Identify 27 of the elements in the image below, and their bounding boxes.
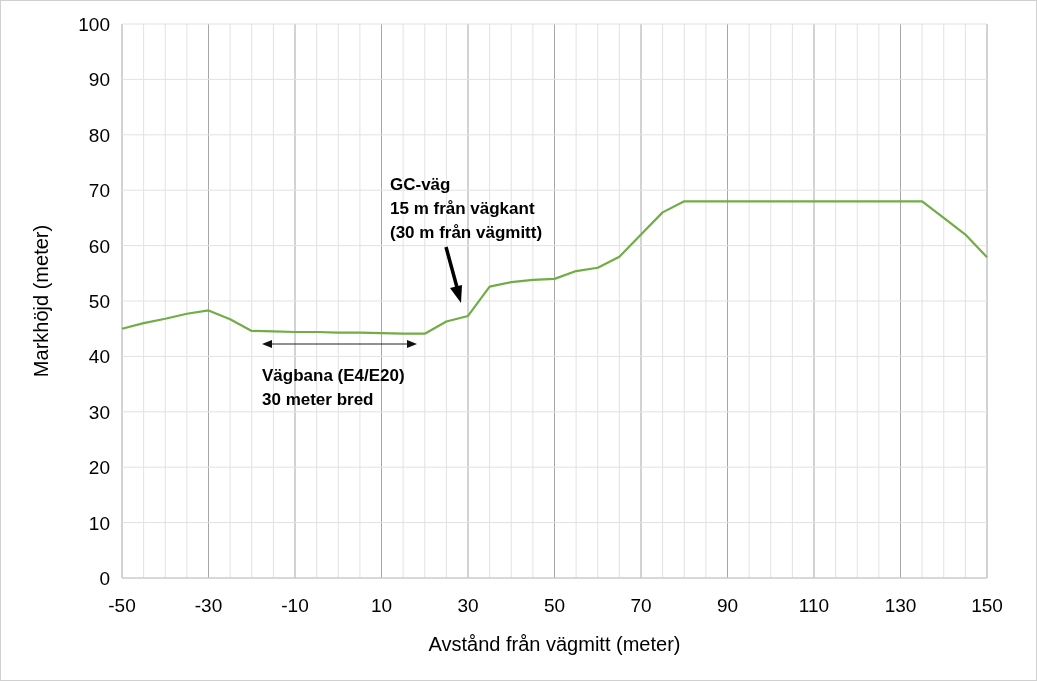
x-tick-label: 50 — [543, 595, 566, 616]
y-tick-label: 70 — [88, 180, 110, 202]
x-tick-label: -50 — [108, 595, 136, 616]
x-axis-title: Avstånd från vägmitt (meter) — [428, 633, 681, 655]
x-tick-label: 110 — [798, 595, 830, 616]
y-axis-title: Markhöjd (meter) — [30, 224, 52, 378]
line-series — [120, 200, 989, 335]
y-tick-label: 10 — [88, 512, 110, 534]
x-tick-label: -10 — [281, 595, 309, 616]
x-tick-label: 150 — [971, 595, 1003, 616]
y-tick-label: 100 — [78, 14, 110, 35]
x-tick-label: 130 — [884, 595, 917, 616]
annotation: Vägbana (E4/E20) 30 meter bred — [262, 366, 405, 409]
x-tick-label: 90 — [716, 595, 739, 616]
x-tick-label: -30 — [194, 595, 223, 616]
y-tick-label: 0 — [99, 568, 110, 589]
x-tick-label: 10 — [370, 595, 393, 616]
y-tick-label: 50 — [88, 291, 110, 312]
y-tick-label: 30 — [88, 401, 110, 423]
y-tick-label: 60 — [88, 235, 110, 257]
y-tick-label: 20 — [88, 457, 110, 479]
x-tick-label: 70 — [630, 595, 652, 616]
y-tick-label: 80 — [88, 124, 110, 146]
y-tick-label: 40 — [88, 346, 110, 368]
annotation: GC-väg 15 m från vägkant (30 m från vägmitt) — [390, 175, 543, 242]
y-tick-label: 90 — [88, 69, 110, 91]
x-tick-label: 30 — [457, 595, 479, 616]
